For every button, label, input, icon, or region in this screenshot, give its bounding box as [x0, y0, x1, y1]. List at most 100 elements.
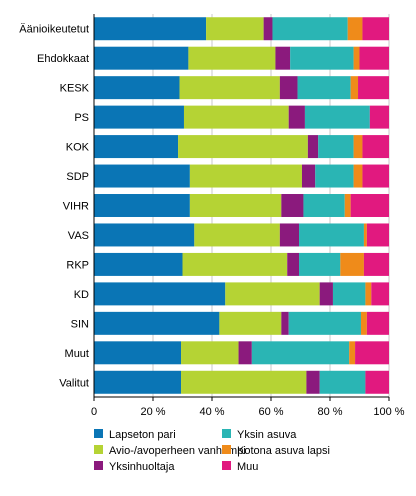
- bar-muut-yksin-asuva: [251, 341, 350, 365]
- category-label: Muut: [65, 348, 89, 360]
- bar-muut-lapseton-pari: [94, 341, 182, 365]
- bar-sin-kotona-asuva-lapsi: [360, 311, 367, 335]
- bar-kesk-lapseton-pari: [94, 76, 180, 100]
- bar-ps-yksinhuoltaja: [288, 105, 305, 129]
- bar-vas-yksinhuoltaja: [279, 223, 300, 247]
- bar-rkp-kotona-asuva-lapsi: [340, 252, 364, 276]
- category-label: SDP: [66, 171, 89, 183]
- bar-sdp-avio-avoperheen-vanhempi: [189, 164, 302, 188]
- category-label: Äänioikeutetut: [19, 24, 89, 36]
- bar-kok-lapseton-pari: [94, 135, 179, 159]
- bar-aanioikeutetut-yksin-asuva: [272, 17, 348, 41]
- bar-vihr-muu: [350, 194, 389, 217]
- bar-muut-yksinhuoltaja: [238, 341, 252, 365]
- category-label: VIHR: [63, 201, 89, 213]
- category-label: VAS: [68, 230, 89, 242]
- bar-sin-avio-avoperheen-vanhempi: [219, 311, 282, 335]
- bar-kesk-yksin-asuva: [297, 76, 351, 100]
- bar-vihr-kotona-asuva-lapsi: [344, 194, 351, 217]
- bar-aanioikeutetut-muu: [362, 17, 389, 41]
- bar-aanioikeutetut-kotona-asuva-lapsi: [347, 17, 363, 41]
- bar-vas-yksin-asuva: [299, 223, 364, 247]
- bar-sin-yksin-asuva: [288, 311, 361, 335]
- bar-vihr-yksinhuoltaja: [281, 194, 304, 217]
- legend-label: Lapseton pari: [109, 429, 176, 441]
- bar-aanioikeutetut-lapseton-pari: [94, 17, 207, 41]
- bar-vas-kotona-asuva-lapsi: [363, 223, 367, 247]
- bar-vihr-lapseton-pari: [94, 194, 190, 217]
- bar-muut-kotona-asuva-lapsi: [349, 341, 356, 365]
- bar-vas-lapseton-pari: [94, 223, 195, 247]
- bar-rkp-muu: [363, 252, 389, 276]
- legend-swatch-muu: [222, 461, 231, 470]
- legend-swatch-lapseton-pari: [94, 429, 103, 438]
- bar-kesk-avio-avoperheen-vanhempi: [179, 76, 280, 100]
- x-tick-label: 0: [91, 406, 97, 418]
- bar-kok-muu: [362, 135, 389, 159]
- x-tick-label: 60 %: [258, 406, 283, 418]
- legend-item-muu: Muu: [222, 461, 258, 473]
- legend-item-kotona-asuva-lapsi: Kotona asuva lapsi: [222, 445, 330, 457]
- legend-item-avio-avoperheen-vanhempi: Avio-/avoperheen vanhempi: [94, 445, 246, 457]
- bar-kd-yksinhuoltaja: [319, 282, 333, 306]
- bar-ps-lapseton-pari: [94, 105, 184, 129]
- bar-rkp-avio-avoperheen-vanhempi: [182, 252, 288, 276]
- legend-item-yksin-asuva: Yksin asuva: [222, 429, 297, 441]
- bar-muut-avio-avoperheen-vanhempi: [181, 341, 239, 365]
- legend-swatch-avio-avoperheen-vanhempi: [94, 445, 103, 454]
- x-tick-label: 40 %: [199, 406, 224, 418]
- legend-swatch-yksinhuoltaja: [94, 461, 103, 470]
- bar-ehdokkaat-lapseton-pari: [94, 46, 189, 70]
- bar-kd-avio-avoperheen-vanhempi: [225, 282, 320, 306]
- x-tick-label: 20 %: [140, 406, 165, 418]
- legend-label: Yksinhuoltaja: [109, 461, 175, 473]
- bar-vas-avio-avoperheen-vanhempi: [194, 223, 280, 247]
- legend-label: Avio-/avoperheen vanhempi: [109, 445, 246, 457]
- category-label: Valitut: [59, 377, 89, 389]
- bar-kd-kotona-asuva-lapsi: [365, 282, 372, 306]
- bar-vas-muu: [366, 223, 389, 247]
- bar-ehdokkaat-avio-avoperheen-vanhempi: [188, 46, 276, 70]
- category-label: KD: [74, 289, 89, 301]
- legend: Lapseton pari Avio-/avoperheen vanhempi Yk…: [94, 429, 330, 473]
- category-label: RKP: [66, 259, 89, 271]
- bar-rkp-lapseton-pari: [94, 252, 183, 276]
- legend-item-lapseton-pari: Lapseton pari: [94, 429, 176, 441]
- legend-swatch-yksin-asuva: [222, 429, 231, 438]
- bar-kd-muu: [371, 282, 389, 306]
- bar-valitut-muu: [365, 370, 389, 394]
- x-tick-label: 100 %: [373, 406, 404, 418]
- bar-ps-avio-avoperheen-vanhempi: [183, 105, 289, 129]
- category-label: PS: [74, 112, 89, 124]
- category-label: SIN: [71, 318, 89, 330]
- bar-ehdokkaat-yksinhuoltaja: [275, 46, 291, 70]
- bar-sdp-lapseton-pari: [94, 164, 190, 188]
- bar-rkp-yksinhuoltaja: [287, 252, 300, 276]
- bar-sin-lapseton-pari: [94, 311, 220, 335]
- bar-aanioikeutetut-yksinhuoltaja: [263, 17, 273, 41]
- bar-sdp-kotona-asuva-lapsi: [353, 164, 363, 188]
- category-label: KESK: [60, 83, 90, 95]
- bar-sdp-yksin-asuva: [315, 164, 354, 188]
- bar-muut-muu: [355, 341, 389, 365]
- axes: Äänioikeutetut Ehdokkaat KESK PS KOK SDP VIHR V…: [19, 14, 405, 418]
- bar-kesk-yksinhuoltaja: [279, 76, 298, 100]
- bar-sin-yksinhuoltaja: [281, 311, 289, 335]
- bar-valitut-lapseton-pari: [94, 370, 182, 394]
- bar-kok-avio-avoperheen-vanhempi: [178, 135, 308, 159]
- bar-sdp-yksinhuoltaja: [301, 164, 316, 188]
- bar-kesk-muu: [358, 76, 389, 100]
- bar-kd-lapseton-pari: [94, 282, 226, 306]
- category-label: Ehdokkaat: [37, 53, 89, 65]
- bar-ps-muu: [369, 105, 389, 129]
- bar-sin-muu: [366, 311, 389, 335]
- bars: [94, 17, 389, 394]
- bar-kesk-kotona-asuva-lapsi: [350, 76, 359, 100]
- bar-kok-yksin-asuva: [318, 135, 354, 159]
- legend-label: Yksin asuva: [237, 429, 297, 441]
- bar-rkp-yksin-asuva: [299, 252, 341, 276]
- legend-swatch-kotona-asuva-lapsi: [222, 445, 231, 454]
- bar-vihr-avio-avoperheen-vanhempi: [189, 194, 282, 217]
